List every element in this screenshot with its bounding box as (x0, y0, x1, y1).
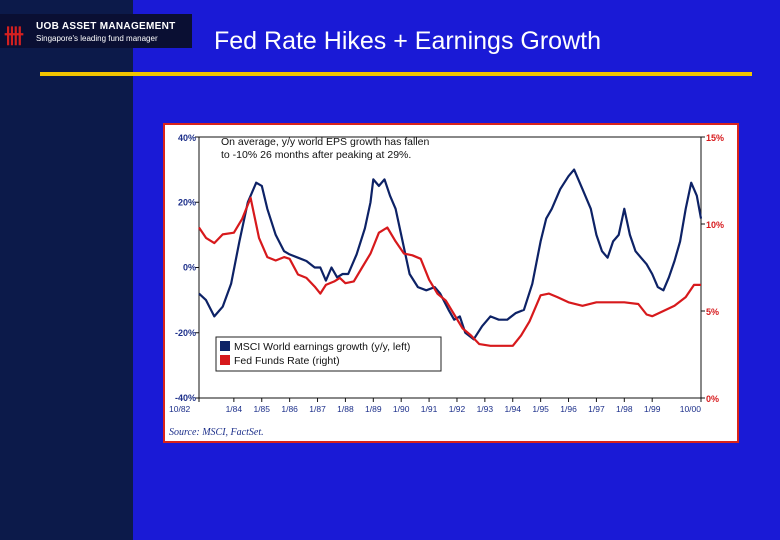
logo-company-name: UOB ASSET MANAGEMENT (36, 21, 176, 32)
left-y-tick-label: -20% (175, 328, 196, 338)
right-y-tick-label: 5% (706, 307, 719, 317)
slide-title: Fed Rate Hikes + Earnings Growth (214, 27, 601, 55)
left-y-tick-label: 0% (183, 263, 196, 273)
x-tick-label: 1/86 (281, 404, 298, 414)
chart-frame: 40% 20% 0% -20% -40% 15% 10% 5% 0% 10/82 1/84 1/85 1… (163, 123, 739, 443)
x-tick-label: 1/98 (616, 404, 633, 414)
x-tick-label: 1/84 (226, 404, 243, 414)
eps-growth-line (198, 168, 703, 341)
left-y-tick-label: 20% (178, 197, 196, 207)
x-tick-label: 1/91 (421, 404, 438, 414)
x-tick-label: 1/90 (393, 404, 410, 414)
x-tick-label: 1/87 (309, 404, 326, 414)
title-underline (40, 72, 752, 76)
right-y-tick-label: 15% (706, 133, 724, 143)
x-tick-label: 1/85 (253, 404, 270, 414)
eps-fed-chart: 40% 20% 0% -20% -40% 15% 10% 5% 0% 10/82 1/84 1/85 1… (169, 133, 724, 438)
x-tick-label: 1/94 (504, 404, 521, 414)
left-y-tick-label: 40% (178, 133, 196, 143)
legend-entry: MSCI World earnings growth (y/y, left) (234, 341, 410, 353)
left-y-tick-label: -40% (175, 393, 196, 403)
uob-logo-icon: 卌 (4, 24, 24, 48)
x-tick-label: 1/96 (560, 404, 577, 414)
x-tick-label: 10/00 (680, 404, 702, 414)
right-y-tick-label: 0% (706, 394, 719, 404)
x-tick-label: 1/95 (532, 404, 549, 414)
company-logo: 卌 UOB ASSET MANAGEMENT Singapore's leadi… (0, 14, 192, 48)
chart-source: Source: MSCI, FactSet. (169, 427, 264, 438)
logo-tagline: Singapore's leading fund manager (36, 34, 158, 43)
chart-annotation: to -10% 26 months after peaking at 29%. (221, 149, 411, 161)
legend-swatch-eps (220, 341, 230, 351)
left-color-band (0, 0, 133, 540)
x-tick-label: 10/82 (169, 404, 191, 414)
x-tick-label: 1/97 (588, 404, 605, 414)
fed-funds-line (198, 196, 701, 347)
x-tick-label: 1/89 (365, 404, 382, 414)
x-tick-label: 1/99 (644, 404, 661, 414)
legend-entry: Fed Funds Rate (right) (234, 355, 340, 367)
x-tick-label: 1/92 (449, 404, 466, 414)
chart-annotation: On average, y/y world EPS growth has fal… (221, 136, 430, 148)
x-tick-label: 1/88 (337, 404, 354, 414)
legend-swatch-fed (220, 355, 230, 365)
chart-legend (215, 336, 442, 372)
x-tick-label: 1/93 (477, 404, 494, 414)
right-y-tick-label: 10% (706, 220, 724, 230)
